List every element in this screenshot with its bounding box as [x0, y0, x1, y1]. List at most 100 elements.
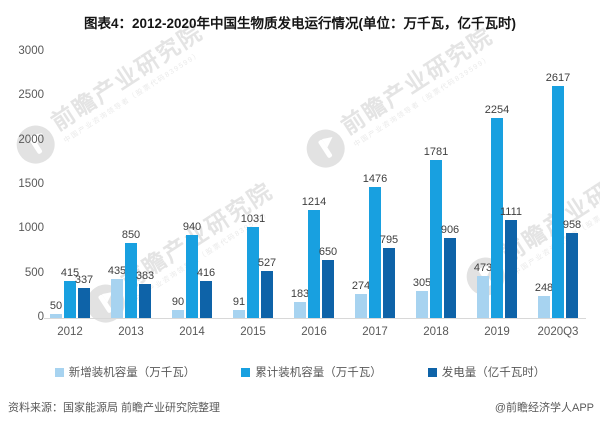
bar-value-label: 50 — [49, 299, 63, 312]
bar-group-2017: 274 1476 795 2017 — [352, 52, 398, 338]
legend-item: 新增装机容量（万千瓦） — [54, 364, 196, 380]
legend: 新增装机容量（万千瓦） 累计装机容量（万千瓦） 发电量（亿千瓦时） — [0, 364, 600, 380]
x-axis-label: 2014 — [179, 326, 205, 338]
bar: 383 — [136, 270, 154, 318]
bar: 940 — [183, 221, 201, 318]
x-axis-label: 2016 — [301, 326, 327, 338]
bar-value-label: 183 — [290, 287, 310, 300]
bar: 1476 — [363, 173, 387, 318]
plot-area: 50 415 337 2012 435 850 383 2013 90 940 416 2014 91 1… — [50, 52, 581, 338]
bar: 248 — [535, 282, 553, 318]
bar-value-label: 650 — [318, 246, 338, 259]
bar: 650 — [319, 246, 337, 318]
bar: 2617 — [546, 72, 570, 318]
x-axis-label: 2020Q3 — [537, 326, 579, 338]
bar: 1111 — [500, 206, 522, 318]
y-axis: 0 500 1000 1500 2000 2500 3000 — [0, 0, 44, 340]
bar: 91 — [233, 296, 245, 318]
legend-label: 累计装机容量（万千瓦） — [255, 367, 382, 379]
legend-item: 累计装机容量（万千瓦） — [241, 364, 382, 380]
credit-text: @前瞻经济学人APP — [494, 402, 594, 414]
bar-group-2018: 305 1781 906 2018 — [413, 52, 459, 338]
footer: 资料来源：国家能源局 前瞻产业研究院整理 @前瞻经济学人APP — [8, 399, 594, 415]
bar-value-label: 274 — [351, 279, 371, 292]
x-axis-label: 2018 — [423, 326, 449, 338]
bar: 50 — [50, 300, 62, 318]
y-tick-label: 2500 — [18, 89, 44, 102]
y-tick-label: 0 — [37, 311, 44, 323]
x-axis-label: 2019 — [484, 326, 510, 338]
legend-label: 发电量（亿千瓦时） — [441, 367, 546, 379]
bar-value-label: 906 — [440, 223, 460, 236]
bar-value-label: 850 — [121, 228, 141, 241]
bar-value-label: 1476 — [362, 173, 388, 186]
watermark: 前瞻产业研究院 中国产业咨询领导者（股票代码839599） — [9, 18, 214, 171]
bar-value-label: 305 — [412, 277, 432, 289]
bar: 958 — [563, 219, 581, 318]
bar: 473 — [474, 262, 492, 318]
bar-value-label: 91 — [232, 295, 246, 308]
bar: 415 — [61, 267, 79, 318]
bar-value-label: 2617 — [545, 72, 571, 84]
bar-group-2012: 50 415 337 2012 — [50, 52, 93, 338]
bar-group-2016: 183 1214 650 2016 — [291, 52, 337, 338]
bar-group-2019: 473 2254 1111 2019 — [474, 52, 522, 338]
y-tick-label: 3000 — [18, 45, 44, 57]
bar-value-label: 415 — [60, 267, 80, 280]
bar-value-label: 1111 — [499, 205, 523, 218]
qianzhan-logo-icon — [306, 129, 345, 168]
bar-group-2020Q3: 248 2617 958 2020Q3 — [535, 52, 581, 338]
bar-value-label: 1781 — [423, 146, 449, 159]
bar-value-label: 795 — [379, 233, 399, 246]
bar: 416 — [197, 267, 215, 318]
legend-item: 发电量（亿千瓦时） — [427, 364, 546, 380]
bar-group-2014: 90 940 416 2014 — [172, 52, 215, 338]
bar-value-label: 435 — [107, 265, 127, 278]
bar-value-label: 2254 — [484, 104, 510, 117]
bar-value-label: 1031 — [240, 212, 266, 225]
bar: 1214 — [302, 196, 326, 318]
bar-value-label: 337 — [74, 274, 94, 287]
bar: 850 — [122, 229, 140, 318]
bar: 183 — [291, 288, 309, 318]
legend-swatch-icon — [241, 367, 251, 377]
source-text: 资料来源：国家能源局 前瞻产业研究院整理 — [8, 402, 221, 414]
bar-value-label: 527 — [257, 257, 277, 270]
bar-value-label: 416 — [196, 267, 216, 280]
bar: 337 — [75, 274, 93, 318]
bar-group-2013: 435 850 383 2013 — [108, 52, 154, 338]
watermark: 前瞻产业研究院 中国产业咨询领导者（股票代码839599） — [299, 22, 504, 175]
x-axis-label: 2017 — [362, 326, 388, 338]
bar: 1031 — [241, 213, 265, 318]
bar: 527 — [258, 257, 276, 318]
bar: 435 — [108, 265, 126, 318]
bar-value-label: 1214 — [301, 196, 327, 209]
bar: 90 — [172, 296, 184, 318]
bar-value-label: 473 — [473, 262, 493, 275]
bar: 906 — [441, 224, 459, 318]
legend-swatch-icon — [427, 367, 437, 377]
x-axis-label: 2015 — [240, 326, 266, 338]
x-axis-line — [44, 318, 586, 319]
chart-title: 图表4：2012-2020年中国生物质发电运行情况(单位：万千瓦，亿千瓦时) — [83, 16, 517, 31]
y-tick-label: 1500 — [18, 178, 44, 190]
bar-value-label: 90 — [171, 296, 185, 308]
legend-label: 新增装机容量（万千瓦） — [68, 367, 196, 379]
bar-value-label: 248 — [534, 282, 554, 294]
bar-value-label: 383 — [135, 270, 155, 282]
bar-value-label: 958 — [562, 219, 582, 232]
bar: 2254 — [485, 104, 509, 318]
y-tick-label: 2000 — [18, 133, 44, 146]
y-tick-label: 500 — [24, 266, 44, 279]
bar: 274 — [352, 280, 370, 318]
bar-group-2015: 91 1031 527 2015 — [233, 52, 276, 338]
x-axis-label: 2013 — [118, 326, 144, 338]
bar: 1781 — [424, 146, 448, 318]
qianzhan-logo-icon — [16, 125, 55, 164]
y-tick-label: 1000 — [18, 222, 44, 235]
x-axis-label: 2012 — [57, 326, 83, 338]
bar: 305 — [413, 277, 431, 318]
bar: 795 — [380, 234, 398, 318]
legend-swatch-icon — [54, 367, 64, 377]
